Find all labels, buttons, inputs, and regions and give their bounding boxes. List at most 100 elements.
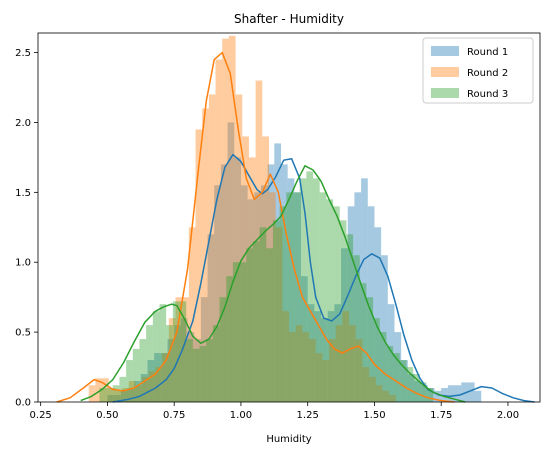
hist-bar: [346, 234, 354, 402]
hist-bar: [369, 376, 376, 402]
hist-bar: [321, 318, 328, 402]
hist-bar: [334, 304, 342, 402]
hist-bar: [327, 311, 335, 402]
hist-bar: [206, 339, 213, 402]
hist-bar: [240, 185, 248, 402]
hist-bar: [215, 59, 223, 403]
hist-bar: [282, 311, 289, 402]
hist-bar: [108, 388, 116, 402]
legend-swatch: [431, 88, 459, 98]
kde-line-series-3: [80, 165, 466, 403]
hist-bar: [259, 227, 267, 402]
y-tick-label: 0.5: [15, 328, 31, 339]
hist-bar: [207, 234, 215, 402]
hist-bar: [374, 227, 382, 402]
hist-bar: [349, 325, 356, 403]
hist-bar: [140, 374, 148, 402]
hist-bar: [174, 325, 181, 403]
hist-bar: [329, 339, 336, 402]
series-3-bars: [99, 171, 434, 403]
hist-bar: [307, 304, 315, 402]
legend: Round 1 Round 2 Round 3: [422, 37, 534, 104]
hist-bar: [355, 339, 363, 402]
hist-bar: [366, 297, 374, 402]
hist-bar: [393, 353, 400, 402]
y-tick-label: 2.0: [15, 118, 31, 129]
hist-bar: [342, 311, 350, 402]
hist-bar: [214, 185, 221, 402]
kde-line-series-1: [112, 153, 535, 403]
hist-bar: [341, 248, 348, 402]
y-tick-label: 1.0: [15, 258, 31, 269]
hist-bar: [226, 276, 233, 402]
hist-bar: [242, 136, 249, 402]
hist-bar: [279, 206, 287, 402]
hist-bar: [186, 339, 193, 402]
hist-bar: [127, 388, 135, 402]
hist-bar: [447, 385, 455, 402]
hist-bar: [373, 318, 380, 402]
hist-bar: [180, 318, 188, 402]
hist-bar: [275, 227, 283, 402]
x-tick-label: 1.00: [230, 410, 252, 421]
hist-bar: [154, 353, 161, 402]
hist-bar: [413, 374, 420, 402]
hist-bar: [247, 199, 255, 402]
hist-bar: [134, 381, 141, 402]
hist-bar: [289, 332, 296, 402]
hist-bar: [227, 122, 235, 402]
hist-bar: [309, 339, 316, 402]
hist-bar: [386, 346, 394, 402]
legend-swatch: [431, 67, 459, 77]
hist-bar: [167, 339, 175, 402]
hist-bar: [142, 376, 149, 402]
hist-bar: [235, 94, 243, 402]
hist-bar: [194, 339, 201, 402]
hist-bar: [315, 353, 323, 402]
hist-bar: [353, 255, 360, 402]
hist-bar: [222, 38, 229, 403]
axes: 0.25 0.50 0.75 1.00 1.25 1.50 1.75 2.00 0.0 0.5 1.…: [15, 32, 541, 421]
hist-bar: [200, 297, 208, 402]
hist-bar: [339, 220, 347, 402]
hist-bar: [274, 143, 281, 403]
hist-bar: [99, 388, 107, 402]
hist-bar: [406, 367, 414, 402]
hist-bar: [314, 311, 322, 402]
hist-bar: [379, 332, 387, 402]
hist-bar: [168, 318, 176, 402]
hist-bar: [182, 297, 189, 402]
hist-bar: [280, 164, 288, 402]
hist-bar: [268, 192, 276, 402]
hist-bar: [114, 395, 121, 402]
hist-bar: [326, 199, 334, 402]
hist-bar: [107, 395, 115, 402]
hist-bar: [287, 178, 295, 402]
hist-bar: [162, 353, 169, 402]
hist-bar: [112, 385, 120, 402]
hist-bar: [454, 385, 462, 402]
hist-bar: [295, 325, 303, 403]
hist-bar: [220, 164, 228, 402]
x-axis-title: Humidity: [266, 434, 311, 445]
hist-bar: [159, 304, 167, 402]
hist-bar: [461, 382, 468, 402]
hist-bar: [394, 332, 402, 402]
hist-bar: [255, 80, 263, 403]
x-tick-label: 0.75: [163, 410, 185, 421]
hist-bar: [248, 157, 256, 402]
y-tick-label: 2.5: [15, 48, 31, 59]
kde-line-series-2: [56, 51, 455, 403]
hist-bar: [467, 382, 475, 402]
hist-bar: [139, 339, 147, 402]
x-tick-label: 1.25: [297, 410, 319, 421]
hist-bar: [246, 248, 253, 402]
hist-bar: [122, 388, 129, 402]
hist-bar: [135, 385, 143, 402]
hist-bar: [239, 262, 247, 402]
hist-bar: [267, 164, 275, 402]
hist-bar: [362, 367, 370, 402]
hist-bar: [160, 353, 168, 402]
hist-bar: [152, 311, 160, 402]
hist-bar: [260, 185, 268, 402]
